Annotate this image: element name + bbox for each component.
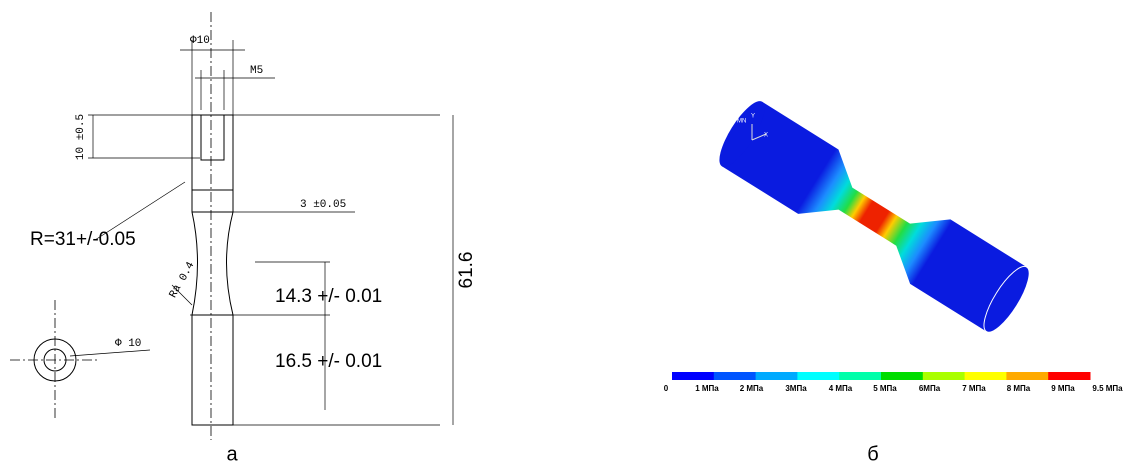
colorbar-label: 0 (664, 384, 669, 393)
colorbar-segment (1006, 372, 1048, 380)
caption: б (867, 443, 878, 465)
dim-text: Φ 10 (115, 338, 141, 350)
colorbar-label: 6МПа (919, 384, 941, 393)
caption: а (226, 443, 238, 465)
simulation: MN Y X 0 1 МПа 2 МПа 3МПа 4 МПа 5 МПа 6МПа 7 МП… (664, 95, 1123, 465)
colorbar-segment (672, 372, 714, 380)
colorbar-segment (797, 372, 839, 380)
dim-text: M5 (250, 65, 263, 77)
dim-text: Ra (168, 283, 185, 301)
colorbar-label: 8 МПа (1007, 384, 1031, 393)
dim-text: 3 ±0.05 (300, 199, 346, 211)
dim-text: R=31+/-0.05 (30, 229, 136, 250)
specimen-model (712, 95, 1037, 338)
colorbar-segment (756, 372, 798, 380)
axis-label: Y (751, 114, 755, 120)
colorbar-segment (839, 372, 881, 380)
axis-label: X (764, 133, 768, 139)
colorbar-label: 9.5 МПа (1092, 384, 1123, 393)
dim-text: 16.5 +/- 0.01 (275, 351, 382, 372)
colorbar-label: 5 МПа (873, 384, 897, 393)
dim-text: 61.6 (456, 252, 477, 289)
colorbar-segment (714, 372, 756, 380)
colorbar-label: 2 МПа (740, 384, 764, 393)
colorbar-segment (965, 372, 1007, 380)
colorbar-label: 4 МПа (829, 384, 853, 393)
colorbar-segment (923, 372, 965, 380)
dim-text: 10 ±0.5 (75, 114, 87, 160)
technical-drawing: Φ10 M5 10 ±0.5 3 ±0.05 R=31+/-0.05 Ra 0.… (10, 12, 477, 465)
colorbar-label: 9 МПа (1051, 384, 1075, 393)
dim-text: 14.3 +/- 0.01 (275, 286, 382, 307)
dim-text: Φ10 (190, 35, 210, 47)
colorbar: 0 1 МПа 2 МПа 3МПа 4 МПа 5 МПа 6МПа 7 МПа 8 МПа 9… (664, 372, 1123, 393)
colorbar-label: 3МПа (785, 384, 807, 393)
dim-text: 0.4 (178, 260, 198, 283)
axis-label: MN (737, 119, 746, 125)
colorbar-segment (881, 372, 923, 380)
colorbar-label: 1 МПа (695, 384, 719, 393)
colorbar-label: 7 МПа (962, 384, 986, 393)
colorbar-segment (1048, 372, 1090, 380)
figure: Φ10 M5 10 ±0.5 3 ±0.05 R=31+/-0.05 Ra 0.… (0, 0, 1127, 468)
